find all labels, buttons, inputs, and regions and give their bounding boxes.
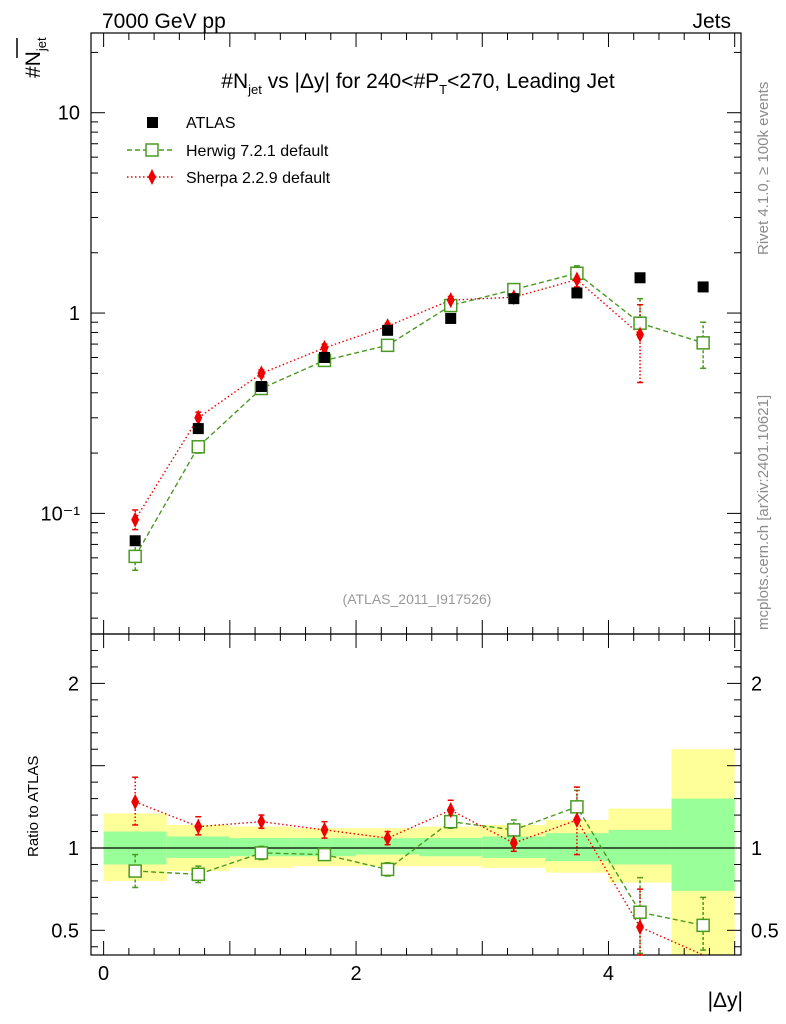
ratio-herwig-point-4 xyxy=(380,862,395,877)
ytick-label-10: 10 xyxy=(58,103,80,125)
sherpa-point-7 xyxy=(572,271,581,288)
ratio-frame: 0.5 0.5 1 1 2 2 0 2 4 xyxy=(51,633,779,985)
title-p-sub: T xyxy=(439,82,447,97)
top-ylabel: #Njet xyxy=(22,37,49,78)
atlas-point-3 xyxy=(318,351,330,363)
top-ylabel-sub: jet xyxy=(34,37,49,52)
ratio-sherpa-point-0 xyxy=(131,793,140,810)
atlas-point-8 xyxy=(634,272,646,284)
atlas-point-6 xyxy=(508,293,520,305)
ratio-ytick-label-left-0: 0.5 xyxy=(51,920,79,942)
ratio-sherpa-point-7 xyxy=(572,812,581,829)
legend-sherpa-label: Sherpa 2.2.9 default xyxy=(186,170,331,187)
legend-herwig-label: Herwig 7.2.1 default xyxy=(186,143,329,160)
herwig-point-9 xyxy=(696,336,710,350)
title-n-sub: jet xyxy=(247,82,262,97)
atlas-point-5 xyxy=(445,312,457,324)
atlas-point-2 xyxy=(255,380,267,392)
ratio-sherpa-point-6 xyxy=(509,835,518,852)
legend-atlas-label: ATLAS xyxy=(186,115,236,132)
atlas-point-4 xyxy=(382,324,394,336)
ytick-label-0p1: 10⁻¹ xyxy=(41,503,81,525)
atlas-point-0 xyxy=(129,535,141,547)
ratio-herwig-point-1 xyxy=(191,867,206,882)
ratio-herwig-point-6 xyxy=(507,823,521,837)
band-green-5 xyxy=(419,838,483,857)
ratio-ytick-label-left-1: 1 xyxy=(68,838,79,860)
ratio-sherpa-point-3 xyxy=(320,821,329,838)
ratio-sherpa-point-4 xyxy=(383,830,392,847)
sherpa-point-0 xyxy=(131,511,140,528)
atlas-point-7 xyxy=(571,287,583,299)
ratio-bands xyxy=(103,749,735,955)
title-p-main: P xyxy=(425,70,439,93)
analysis-watermark: (ATLAS_2011_I917526) xyxy=(343,591,492,607)
ratio-sherpa-point-8 xyxy=(636,919,645,936)
ratio-ytick-label-right-2: 2 xyxy=(751,673,762,695)
header-right: Jets xyxy=(692,10,731,33)
band-green-1 xyxy=(166,836,230,858)
top-marks xyxy=(128,265,710,572)
xtick-label-2: 4 xyxy=(603,963,614,985)
svg-text:#Njet: #Njet xyxy=(22,37,49,78)
title-middle: vs |Δy| for 240<# xyxy=(262,70,426,93)
band-green-4 xyxy=(356,838,420,855)
band-green-9 xyxy=(671,798,735,891)
ratio-herwig-point-8 xyxy=(633,905,647,919)
herwig-line xyxy=(134,272,704,557)
legend-atlas-marker xyxy=(147,117,158,128)
sherpa-point-5 xyxy=(446,292,455,309)
ratio-border xyxy=(90,633,742,956)
header-left: 7000 GeV pp xyxy=(102,10,226,33)
sherpa-point-8 xyxy=(636,326,645,343)
ratio-ytick-label-right-1: 1 xyxy=(751,838,762,860)
band-green-3 xyxy=(292,838,357,857)
ratio-sherpa-point-5 xyxy=(446,802,455,819)
ratio-herwig-point-9 xyxy=(696,918,710,933)
sherpa-line xyxy=(134,278,641,521)
legend: ATLAS Herwig 7.2.1 default Sherpa 2.2.9 … xyxy=(127,115,331,187)
ratio-herwig-line xyxy=(135,805,704,927)
ytick-label-1: 1 xyxy=(69,303,80,325)
title-suffix: <270, Leading Jet xyxy=(447,70,615,93)
top-title: #Njet vs |Δy| for 240<#PT<270, Leading J… xyxy=(221,70,615,97)
herwig-point-0 xyxy=(128,549,142,564)
atlas-point-9 xyxy=(697,281,709,293)
ratio-herwig-point-2 xyxy=(254,846,269,860)
ratio-herwig-point-0 xyxy=(128,864,142,878)
ratio-ytick-label-left-2: 2 xyxy=(68,673,79,695)
ratio-herwig-point-3 xyxy=(317,847,332,862)
sherpa-point-1 xyxy=(194,409,203,426)
mcplots-text: mcplots.cern.ch [arXiv:2401.10621] xyxy=(755,395,772,630)
ratio-sherpa-line xyxy=(134,801,704,956)
rivet-version-text: Rivet 4.1.0, ≥ 100k events xyxy=(755,82,772,255)
xtick-label-1: 2 xyxy=(350,963,361,985)
x-axis-label: |Δy| xyxy=(708,989,743,1012)
atlas-point-1 xyxy=(192,423,204,435)
top-ylabel-main: #N xyxy=(22,51,45,78)
sherpa-point-3 xyxy=(320,339,329,356)
ratio-ytick-label-right-0: 0.5 xyxy=(751,920,779,942)
top-frame: 10⁻¹ 1 10 xyxy=(41,32,742,635)
ratio-marks xyxy=(128,776,710,956)
band-green-8 xyxy=(608,829,672,865)
ratio-ylabel: Ratio to ATLAS xyxy=(25,756,42,857)
ratio-sherpa-point-1 xyxy=(194,818,203,835)
xtick-label-0: 0 xyxy=(98,963,109,985)
legend-sherpa-marker xyxy=(148,169,156,185)
sherpa-point-2 xyxy=(257,365,266,382)
herwig-point-4 xyxy=(380,338,395,353)
herwig-point-1 xyxy=(191,440,206,454)
ratio-herwig-point-7 xyxy=(570,800,584,814)
legend-herwig-marker xyxy=(145,143,159,157)
title-n-prefix: #N xyxy=(221,70,248,93)
ratio-sherpa-point-2 xyxy=(257,813,266,830)
